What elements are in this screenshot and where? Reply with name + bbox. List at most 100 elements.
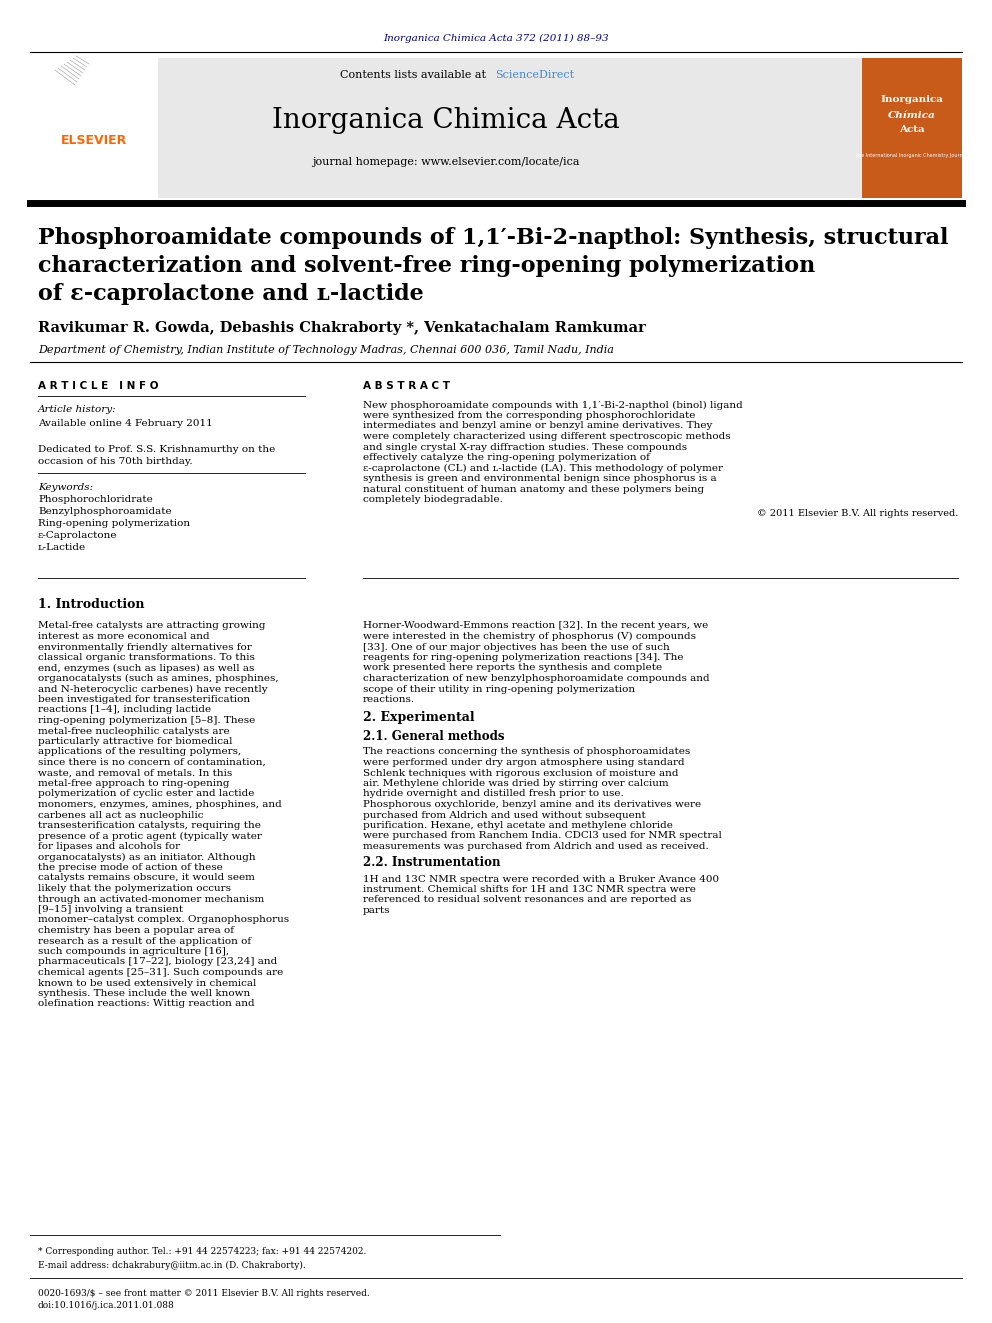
Text: * Corresponding author. Tel.: +91 44 22574223; fax: +91 44 22574202.: * Corresponding author. Tel.: +91 44 225… — [38, 1248, 366, 1257]
Text: such compounds in agriculture [16],: such compounds in agriculture [16], — [38, 947, 229, 957]
Text: chemical agents [25–31]. Such compounds are: chemical agents [25–31]. Such compounds … — [38, 968, 284, 976]
Text: since there is no concern of contamination,: since there is no concern of contaminati… — [38, 758, 266, 767]
Text: olefination reactions: Wittig reaction and: olefination reactions: Wittig reaction a… — [38, 999, 255, 1008]
Text: Chímica: Chímica — [888, 111, 935, 119]
Text: Inorganica Chimica Acta: Inorganica Chimica Acta — [272, 106, 620, 134]
Text: and single crystal X-ray diffraction studies. These compounds: and single crystal X-ray diffraction stu… — [363, 442, 687, 451]
Text: applications of the resulting polymers,: applications of the resulting polymers, — [38, 747, 241, 757]
Text: The reactions concerning the synthesis of phosphoroamidates: The reactions concerning the synthesis o… — [363, 747, 690, 757]
Text: Keywords:: Keywords: — [38, 483, 93, 492]
Text: © 2011 Elsevier B.V. All rights reserved.: © 2011 Elsevier B.V. All rights reserved… — [757, 508, 958, 517]
Text: hydride overnight and distilled fresh prior to use.: hydride overnight and distilled fresh pr… — [363, 790, 624, 799]
Text: reactions.: reactions. — [363, 695, 415, 704]
Text: organocatalysts (such as amines, phosphines,: organocatalysts (such as amines, phosphi… — [38, 673, 279, 683]
Text: characterization and solvent-free ring-opening polymerization: characterization and solvent-free ring-o… — [38, 255, 815, 277]
Text: metal-free approach to ring-opening: metal-free approach to ring-opening — [38, 779, 229, 789]
Text: completely biodegradable.: completely biodegradable. — [363, 495, 503, 504]
Text: purification. Hexane, ethyl acetate and methylene chloride: purification. Hexane, ethyl acetate and … — [363, 822, 673, 830]
Text: New phosphoroamidate compounds with 1,1′-Bi-2-napthol (binol) ligand: New phosphoroamidate compounds with 1,1′… — [363, 401, 743, 410]
Text: Ring-opening polymerization: Ring-opening polymerization — [38, 520, 190, 528]
Text: ring-opening polymerization [5–8]. These: ring-opening polymerization [5–8]. These — [38, 716, 255, 725]
Text: Phosphoroamidate compounds of 1,1′-Bi-2-napthol: Synthesis, structural: Phosphoroamidate compounds of 1,1′-Bi-2-… — [38, 228, 948, 249]
Text: Schlenk techniques with rigorous exclusion of moisture and: Schlenk techniques with rigorous exclusi… — [363, 769, 679, 778]
Text: and N-heterocyclic carbenes) have recently: and N-heterocyclic carbenes) have recent… — [38, 684, 268, 693]
Text: Inorganica Chimica Acta 372 (2011) 88–93: Inorganica Chimica Acta 372 (2011) 88–93 — [383, 33, 609, 42]
Text: monomer–catalyst complex. Organophosphorus: monomer–catalyst complex. Organophosphor… — [38, 916, 289, 925]
Text: carbenes all act as nucleophilic: carbenes all act as nucleophilic — [38, 811, 203, 819]
Text: transesterification catalysts, requiring the: transesterification catalysts, requiring… — [38, 822, 261, 830]
Text: monomers, enzymes, amines, phosphines, and: monomers, enzymes, amines, phosphines, a… — [38, 800, 282, 808]
Text: environmentally friendly alternatives for: environmentally friendly alternatives fo… — [38, 643, 252, 651]
Text: classical organic transformations. To this: classical organic transformations. To th… — [38, 654, 255, 662]
Text: A B S T R A C T: A B S T R A C T — [363, 381, 450, 392]
Text: through an activated-monomer mechanism: through an activated-monomer mechanism — [38, 894, 264, 904]
Text: synthesis is green and environmental benign since phosphorus is a: synthesis is green and environmental ben… — [363, 474, 716, 483]
Text: intermediates and benzyl amine or benzyl amine derivatives. They: intermediates and benzyl amine or benzyl… — [363, 422, 712, 430]
Text: were interested in the chemistry of phosphorus (V) compounds: were interested in the chemistry of phos… — [363, 632, 696, 642]
Text: occasion of his 70th birthday.: occasion of his 70th birthday. — [38, 456, 192, 466]
Text: A R T I C L E   I N F O: A R T I C L E I N F O — [38, 381, 159, 392]
Text: Acta: Acta — [899, 126, 925, 135]
Text: interest as more economical and: interest as more economical and — [38, 632, 209, 642]
Text: Contents lists available at: Contents lists available at — [340, 70, 489, 79]
Text: E-mail address: dchakrabury@iitm.ac.in (D. Chakraborty).: E-mail address: dchakrabury@iitm.ac.in (… — [38, 1261, 306, 1270]
Text: work presented here reports the synthesis and complete: work presented here reports the synthesi… — [363, 664, 662, 672]
Text: Benzylphosphoroamidate: Benzylphosphoroamidate — [38, 508, 172, 516]
Text: been investigated for transesterification: been investigated for transesterificatio… — [38, 695, 250, 704]
Text: Available online 4 February 2011: Available online 4 February 2011 — [38, 419, 212, 429]
Text: characterization of new benzylphosphoroamidate compounds and: characterization of new benzylphosphoroa… — [363, 673, 709, 683]
Text: purchased from Aldrich and used without subsequent: purchased from Aldrich and used without … — [363, 811, 646, 819]
Text: end, enzymes (such as lipases) as well as: end, enzymes (such as lipases) as well a… — [38, 663, 254, 672]
Text: Phosphorous oxychloride, benzyl amine and its derivatives were: Phosphorous oxychloride, benzyl amine an… — [363, 800, 701, 808]
Text: scope of their utility in ring-opening polymerization: scope of their utility in ring-opening p… — [363, 684, 635, 693]
Text: Department of Chemistry, Indian Institute of Technology Madras, Chennai 600 036,: Department of Chemistry, Indian Institut… — [38, 345, 614, 355]
Text: ε-Caprolactone: ε-Caprolactone — [38, 532, 117, 541]
Text: measurements was purchased from Aldrich and used as received.: measurements was purchased from Aldrich … — [363, 841, 708, 851]
Text: natural constituent of human anatomy and these polymers being: natural constituent of human anatomy and… — [363, 484, 704, 493]
Text: Phosphorochloridrate: Phosphorochloridrate — [38, 496, 153, 504]
Text: likely that the polymerization occurs: likely that the polymerization occurs — [38, 884, 231, 893]
Bar — [30, 58, 862, 198]
Bar — [30, 58, 158, 198]
Text: air. Methylene chloride was dried by stirring over calcium: air. Methylene chloride was dried by sti… — [363, 779, 669, 789]
Text: journal homepage: www.elsevier.com/locate/ica: journal homepage: www.elsevier.com/locat… — [312, 157, 579, 167]
Text: [33]. One of our major objectives has been the use of such: [33]. One of our major objectives has be… — [363, 643, 670, 651]
Text: research as a result of the application of: research as a result of the application … — [38, 937, 251, 946]
Text: for lipases and alcohols for: for lipases and alcohols for — [38, 841, 181, 851]
Text: pharmaceuticals [17–22], biology [23,24] and: pharmaceuticals [17–22], biology [23,24]… — [38, 958, 277, 967]
Text: ScienceDirect: ScienceDirect — [495, 70, 574, 79]
Text: were completely characterized using different spectroscopic methods: were completely characterized using diff… — [363, 433, 731, 441]
Text: ʟ-Lactide: ʟ-Lactide — [38, 544, 86, 553]
Text: Dedicated to Prof. S.S. Krishnamurthy on the: Dedicated to Prof. S.S. Krishnamurthy on… — [38, 445, 275, 454]
Text: ε-caprolactone (CL) and ʟ-lactide (LA). This methodology of polymer: ε-caprolactone (CL) and ʟ-lactide (LA). … — [363, 463, 723, 472]
Text: Ravikumar R. Gowda, Debashis Chakraborty *, Venkatachalam Ramkumar: Ravikumar R. Gowda, Debashis Chakraborty… — [38, 321, 646, 335]
Text: reactions [1–4], including lactide: reactions [1–4], including lactide — [38, 705, 211, 714]
Text: presence of a protic agent (typically water: presence of a protic agent (typically wa… — [38, 831, 262, 840]
Text: instrument. Chemical shifts for 1H and 13C NMR spectra were: instrument. Chemical shifts for 1H and 1… — [363, 885, 695, 894]
Text: particularly attractive for biomedical: particularly attractive for biomedical — [38, 737, 232, 746]
Text: 1. Introduction: 1. Introduction — [38, 598, 145, 610]
Text: 2.1. General methods: 2.1. General methods — [363, 729, 505, 742]
Text: 2.2. Instrumentation: 2.2. Instrumentation — [363, 856, 501, 869]
Text: 0020-1693/$ – see front matter © 2011 Elsevier B.V. All rights reserved.: 0020-1693/$ – see front matter © 2011 El… — [38, 1289, 370, 1298]
Text: the precise mode of action of these: the precise mode of action of these — [38, 863, 223, 872]
Text: effectively catalyze the ring-opening polymerization of: effectively catalyze the ring-opening po… — [363, 452, 650, 462]
Text: were synthesized from the corresponding phosphorochloridate: were synthesized from the corresponding … — [363, 411, 695, 419]
Text: Metal-free catalysts are attracting growing: Metal-free catalysts are attracting grow… — [38, 622, 266, 631]
Text: [9–15] involving a transient: [9–15] involving a transient — [38, 905, 184, 914]
Text: referenced to residual solvent resonances and are reported as: referenced to residual solvent resonance… — [363, 896, 691, 905]
Text: of ε-caprolactone and ʟ-lactide: of ε-caprolactone and ʟ-lactide — [38, 283, 424, 306]
Text: 1H and 13C NMR spectra were recorded with a Bruker Avance 400: 1H and 13C NMR spectra were recorded wit… — [363, 875, 719, 884]
Text: waste, and removal of metals. In this: waste, and removal of metals. In this — [38, 769, 232, 778]
Text: were performed under dry argon atmosphere using standard: were performed under dry argon atmospher… — [363, 758, 684, 767]
Text: metal-free nucleophilic catalysts are: metal-free nucleophilic catalysts are — [38, 726, 229, 736]
Text: were purchased from Ranchem India. CDCl3 used for NMR spectral: were purchased from Ranchem India. CDCl3… — [363, 831, 722, 840]
Text: known to be used extensively in chemical: known to be used extensively in chemical — [38, 979, 256, 987]
Text: polymerization of cyclic ester and lactide: polymerization of cyclic ester and lacti… — [38, 790, 254, 799]
Text: the International Inorganic Chemistry Journal: the International Inorganic Chemistry Jo… — [856, 152, 967, 157]
Text: Horner-Woodward-Emmons reaction [32]. In the recent years, we: Horner-Woodward-Emmons reaction [32]. In… — [363, 622, 708, 631]
Text: ELSEVIER: ELSEVIER — [61, 134, 127, 147]
Text: Inorganica: Inorganica — [881, 95, 943, 105]
Text: reagents for ring-opening polymerization reactions [34]. The: reagents for ring-opening polymerization… — [363, 654, 683, 662]
Bar — [862, 58, 962, 198]
